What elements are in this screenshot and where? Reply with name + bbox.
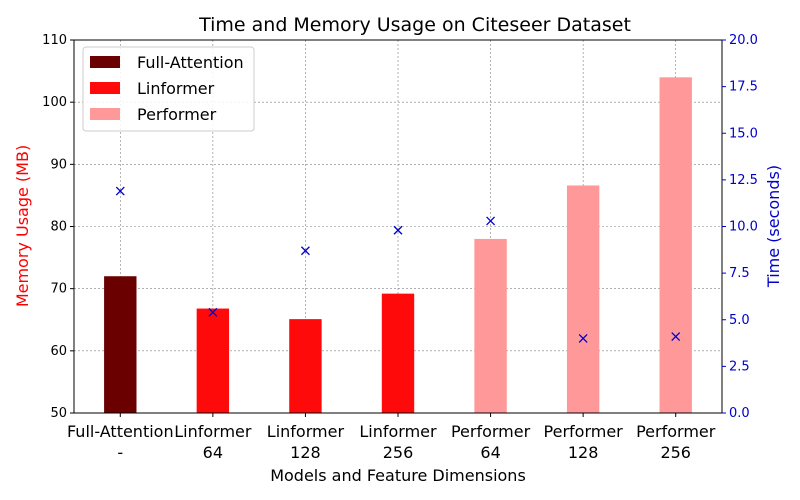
x-tick-model: Linformer: [267, 422, 345, 441]
y-tick-right-label: 12.5: [729, 173, 758, 188]
y-tick-right-label: 2.5: [729, 359, 750, 374]
y-axis-left-label: Memory Usage (MB): [13, 145, 32, 307]
x-tick-model: Linformer: [174, 422, 252, 441]
legend-box: [82, 46, 255, 132]
y-tick-left-label: 90: [50, 157, 67, 172]
memory-bar: [474, 238, 507, 413]
y-axis-right-label: Time (seconds): [764, 165, 783, 288]
legend: Full-Attention Linformer Performer: [82, 46, 255, 132]
x-tick-dim: 64: [480, 443, 500, 462]
y-axis-right: 0.0 2.5 5.0 7.5 10.0 12.5 15.0 17.5 20.0: [722, 33, 758, 421]
memory-bar: [196, 308, 230, 413]
x-tick-dim: 64: [203, 443, 223, 462]
x-tick-dim: -: [117, 443, 123, 462]
y-tick-right-label: 0.0: [729, 406, 750, 421]
y-tick-left-label: 80: [50, 220, 67, 235]
memory-bar: [104, 276, 137, 413]
bars: [104, 77, 692, 414]
y-tick-right-label: 5.0: [729, 313, 750, 328]
x-tick-model: Performer: [636, 422, 716, 441]
y-tick-left-label: 50: [50, 406, 67, 421]
y-tick-right-label: 20.0: [729, 33, 758, 48]
memory-bar: [381, 293, 415, 413]
x-tick-dim: 128: [568, 443, 599, 462]
time-marker: [671, 332, 681, 341]
time-marker: [208, 307, 218, 317]
x-tick-dim: 256: [660, 443, 691, 462]
time-marker: [300, 246, 310, 256]
x-axis-label: Models and Feature Dimensions: [270, 466, 526, 485]
legend-label: Full-Attention: [137, 53, 244, 72]
y-tick-left-label: 100: [42, 95, 67, 110]
y-tick-right-label: 15.0: [729, 126, 758, 141]
time-markers: [115, 186, 681, 343]
x-tick-model: Performer: [451, 422, 531, 441]
y-tick-left-label: 70: [50, 282, 67, 297]
y-tick-left-label: 110: [42, 33, 67, 48]
x-tick-dim: 128: [290, 443, 321, 462]
legend-label: Performer: [137, 105, 217, 124]
time-marker: [578, 333, 588, 343]
y-tick-right-label: 17.5: [729, 80, 758, 95]
legend-swatch: [90, 108, 120, 120]
y-tick-right-label: 7.5: [729, 266, 750, 281]
y-axis-left: 50 60 70 80 90 100 110: [42, 33, 74, 421]
x-tick-model: Full-Attention: [67, 422, 174, 441]
x-tick-model: Performer: [544, 422, 624, 441]
memory-bar: [659, 77, 692, 414]
time-marker: [486, 216, 496, 226]
time-marker: [393, 225, 403, 235]
y-tick-left-label: 60: [50, 344, 67, 359]
legend-swatch: [90, 56, 120, 68]
x-axis: Full-Attention - Linformer 64 Linformer 128 Li…: [67, 413, 716, 462]
x-tick-dim: 256: [383, 443, 414, 462]
x-tick-model: Linformer: [359, 422, 437, 441]
legend-swatch: [90, 82, 120, 94]
memory-bar: [289, 319, 322, 413]
memory-bar: [566, 185, 600, 413]
time-marker: [115, 186, 125, 196]
y-tick-right-label: 10.0: [729, 220, 758, 235]
legend-label: Linformer: [137, 79, 215, 98]
chart-title: Time and Memory Usage on Citeseer Datase…: [198, 14, 631, 36]
